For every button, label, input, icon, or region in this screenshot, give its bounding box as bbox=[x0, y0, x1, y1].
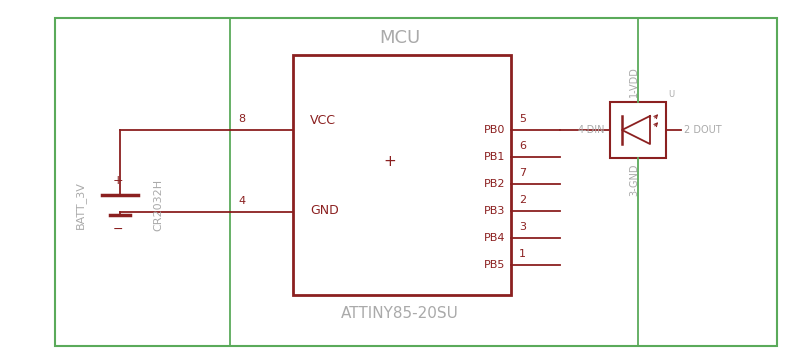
Text: 3: 3 bbox=[519, 222, 526, 232]
Text: VCC: VCC bbox=[310, 114, 336, 127]
Text: 3-GND: 3-GND bbox=[629, 163, 639, 195]
Text: 4-DIN: 4-DIN bbox=[578, 125, 605, 135]
Text: GND: GND bbox=[310, 203, 338, 217]
Text: +: + bbox=[384, 154, 396, 170]
Text: PB1: PB1 bbox=[484, 152, 505, 162]
Text: U: U bbox=[668, 90, 674, 99]
Text: MCU: MCU bbox=[379, 29, 421, 47]
Text: PB5: PB5 bbox=[484, 260, 505, 270]
Text: CR2032H: CR2032H bbox=[153, 179, 163, 231]
Text: 7: 7 bbox=[519, 168, 526, 178]
Text: −: − bbox=[113, 223, 123, 236]
Text: 1-VDD: 1-VDD bbox=[629, 66, 639, 97]
Text: BATT_3V: BATT_3V bbox=[74, 181, 86, 229]
Text: +: + bbox=[113, 174, 123, 187]
Bar bbox=[293, 55, 511, 295]
Text: PB3: PB3 bbox=[484, 206, 505, 216]
Text: 5: 5 bbox=[519, 114, 526, 124]
Text: PB0: PB0 bbox=[484, 125, 505, 135]
Text: PB4: PB4 bbox=[483, 233, 505, 243]
Text: 2 DOUT: 2 DOUT bbox=[684, 125, 722, 135]
Text: 2: 2 bbox=[519, 195, 526, 205]
Bar bbox=[610, 102, 666, 158]
Text: ATTINY85-20SU: ATTINY85-20SU bbox=[341, 306, 459, 321]
Text: 1: 1 bbox=[519, 249, 526, 259]
Text: 8: 8 bbox=[238, 114, 245, 124]
Text: 6: 6 bbox=[519, 141, 526, 151]
Text: PB2: PB2 bbox=[483, 179, 505, 189]
Text: 4: 4 bbox=[238, 196, 245, 206]
